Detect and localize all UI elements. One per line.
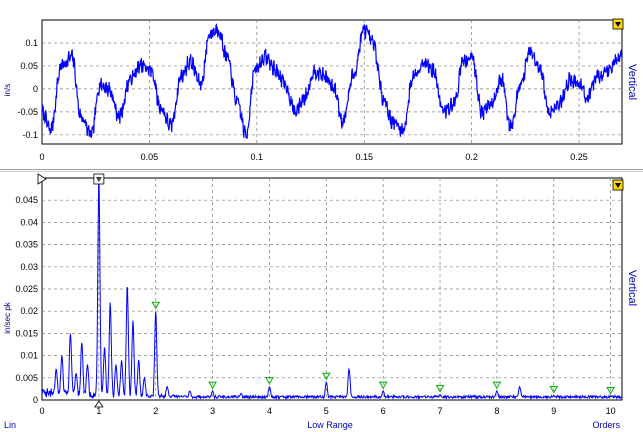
waveform-x-tick-labels: 0 0.05 0.1 0.15 0.2 0.25 [39, 152, 587, 162]
waveform-panel: 0 0.05 0.1 0.15 0.2 0.25 0.1 0.05 0 -0.05 -0.1 in… [3, 18, 638, 162]
y-tick-label: 0.02 [20, 306, 38, 316]
spectrum-x-axis-label: Low Range [307, 420, 353, 430]
x-tick-label: 0.25 [570, 152, 588, 162]
x-tick-label: 3 [210, 406, 215, 416]
spectrum-line [41, 177, 623, 401]
peak-cursor-foot[interactable] [94, 400, 104, 408]
harmonic-marker-icon [378, 381, 388, 390]
x-tick-label: 6 [381, 406, 386, 416]
x-tick-label: 5 [324, 406, 329, 416]
waveform-line [41, 23, 623, 139]
x-tick-label: 8 [494, 406, 499, 416]
spectrum-x-tick-labels: 0 1 2 3 4 5 6 7 8 9 10 [39, 406, 615, 416]
spectrum-scale-label: Lin [4, 420, 16, 430]
y-tick-label: -0.05 [17, 107, 38, 117]
waveform-corner-marker[interactable] [612, 18, 624, 30]
x-tick-label: 4 [267, 406, 272, 416]
x-tick-label: 0 [39, 406, 44, 416]
spectrum-y-axis-label: in/sec pk [3, 301, 12, 334]
waveform-y-axis-label: in/s [3, 84, 12, 96]
x-tick-label: 2 [153, 406, 158, 416]
x-tick-label: 10 [606, 406, 616, 416]
x-tick-label: 1 [96, 406, 101, 416]
harmonic-marker-icon [151, 301, 161, 310]
spectrum-range-marker[interactable] [37, 173, 47, 185]
y-tick-label: 0.01 [20, 351, 38, 361]
y-tick-label: 0.025 [15, 284, 38, 294]
spectrum-units-label: Orders [592, 420, 620, 430]
spectrum-side-label: Vertical [626, 270, 638, 306]
triangle-down-icon [615, 22, 621, 27]
triangle-right-icon [37, 173, 47, 185]
y-tick-label: 0.1 [25, 38, 38, 48]
peak-cursor-handle[interactable] [93, 173, 105, 185]
y-tick-label: 0.03 [20, 262, 38, 272]
y-tick-label: 0.005 [15, 373, 38, 383]
harmonic-marker-icon [549, 386, 559, 394]
x-tick-label: 0 [39, 152, 44, 162]
x-tick-label: 0.05 [141, 152, 159, 162]
triangle-down-icon [615, 183, 621, 188]
waveform-side-label: Vertical [626, 64, 638, 100]
y-tick-label: 0 [33, 395, 38, 405]
triangle-up-icon [94, 400, 104, 408]
x-tick-label: 0.1 [251, 152, 264, 162]
harmonic-marker-icon [606, 386, 615, 395]
harmonic-marker-icon [492, 381, 502, 390]
y-tick-label: 0.035 [15, 240, 38, 250]
harmonic-marker-icon [265, 377, 274, 385]
spectrum-y-tick-labels: 0.045 0.04 0.035 0.03 0.025 0.02 0.015 0.01 0.00… [15, 195, 38, 405]
harmonic-marker-icon [435, 385, 445, 393]
y-tick-label: 0.05 [20, 61, 38, 71]
y-tick-label: 0.04 [20, 217, 38, 227]
panel-divider[interactable] [0, 169, 643, 172]
harmonic-markers [151, 301, 615, 395]
x-tick-label: 9 [551, 406, 556, 416]
x-tick-label: 0.2 [465, 152, 478, 162]
y-tick-label: -0.1 [22, 130, 38, 140]
x-tick-label: 0.15 [355, 152, 373, 162]
x-tick-label: 7 [438, 406, 443, 416]
harmonic-marker-icon [208, 381, 217, 390]
y-tick-label: 0 [33, 84, 38, 94]
y-tick-label: 0.045 [15, 195, 38, 205]
spectrum-panel: 0 1 2 3 4 5 6 7 8 9 10 0.045 0.04 0.035 0.03 0.025 0.02… [3, 173, 638, 430]
waveform-y-tick-labels: 0.1 0.05 0 -0.05 -0.1 [17, 38, 38, 140]
spectrum-grid [42, 178, 622, 400]
harmonic-marker-icon [321, 372, 331, 381]
y-tick-label: 0.015 [15, 328, 38, 338]
spectrum-corner-marker[interactable] [612, 179, 624, 191]
triangle-down-icon [95, 177, 102, 182]
